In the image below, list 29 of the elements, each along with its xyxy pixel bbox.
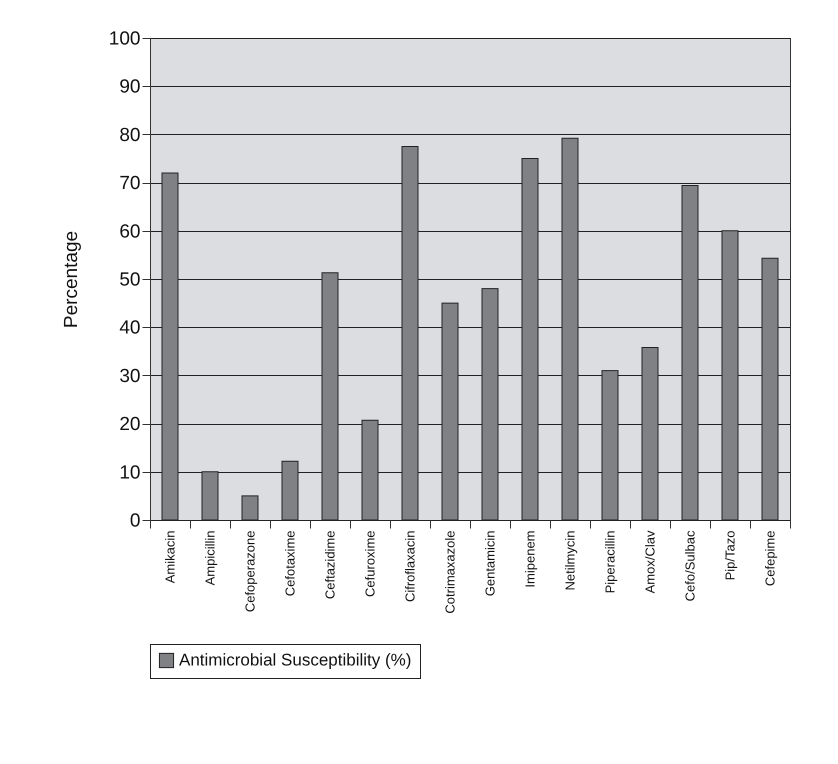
x-tick-label: Ceftazidime (322, 530, 338, 600)
x-tick-label: Cefuroxime (362, 530, 378, 597)
legend-label: Antimicrobial Susceptibility (%) (179, 650, 412, 670)
x-tick-label: Amox/Clav (642, 530, 658, 594)
y-tick-label: 80 (119, 124, 140, 146)
x-tick-label: Cefo/Sulbac (682, 530, 698, 602)
x-tick-label: Gentamicin (482, 530, 498, 596)
x-tick-label: Pip/Tazo (722, 530, 738, 580)
y-tick-label: 20 (119, 414, 140, 436)
x-tick-label: Ampicillin (202, 530, 218, 586)
y-tick-label: 100 (108, 28, 140, 50)
y-tick-label: 40 (119, 318, 140, 339)
x-tick-label: Amikacin (162, 530, 178, 584)
x-tick-label: Netilmycin (562, 530, 578, 590)
y-tick-label: 50 (119, 270, 140, 290)
y-tick-label: 30 (119, 366, 140, 387)
x-tick-label: Piperacillin (602, 530, 618, 594)
x-tick-label: Cifroflaxacin (402, 530, 418, 602)
x-tick-label: Cefoperazone (242, 530, 258, 612)
y-tick-label: 60 (119, 221, 140, 242)
x-tick-label: Cefepime (762, 530, 778, 586)
x-tick-label: Imipenem (522, 530, 538, 588)
y-axis-title: Percentage (60, 230, 82, 328)
x-tick-label: Cefotaxime (282, 530, 298, 596)
x-tick-label: Cotrimaxazole (442, 530, 458, 614)
y-tick-label: 0 (130, 510, 140, 532)
y-tick-label: 70 (119, 173, 140, 194)
y-tick-label: 10 (119, 462, 140, 484)
y-tick-label: 90 (119, 76, 140, 98)
